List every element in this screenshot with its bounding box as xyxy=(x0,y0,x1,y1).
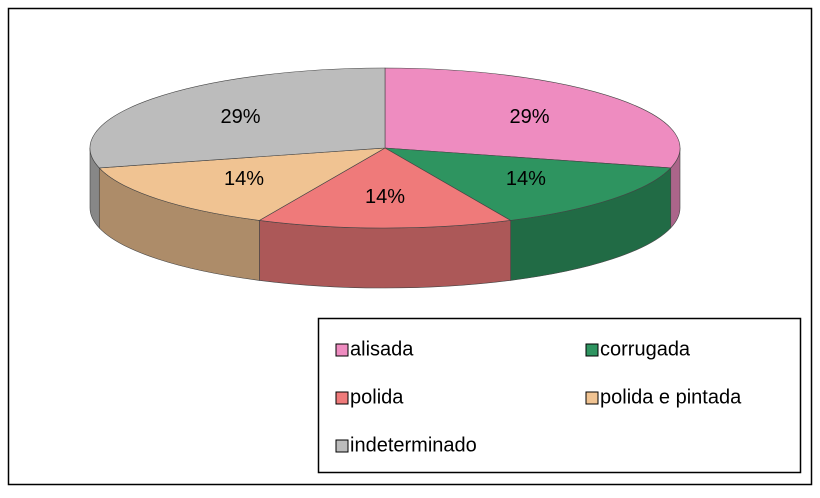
data-label: 29% xyxy=(510,106,550,128)
data-label: 29% xyxy=(220,106,260,128)
legend-label: corrugada xyxy=(600,338,691,360)
pie-slice xyxy=(98,147,386,221)
legend-label: indeterminado xyxy=(350,434,477,456)
legend-label: polida xyxy=(350,386,404,408)
pie-wall xyxy=(259,220,511,289)
legend-label: alisada xyxy=(350,338,414,360)
pie-slice xyxy=(384,67,681,169)
data-label: 14% xyxy=(506,168,546,190)
data-label: 14% xyxy=(365,186,405,208)
pie-slice xyxy=(258,147,512,229)
legend-swatch xyxy=(585,343,599,357)
pie-slice xyxy=(384,147,672,221)
legend-swatch xyxy=(335,391,349,405)
legend-swatch xyxy=(335,343,349,357)
pie-slice xyxy=(89,67,386,169)
legend-label: polida e pintada xyxy=(600,386,742,408)
legend-swatch xyxy=(585,391,599,405)
data-label: 14% xyxy=(224,168,264,190)
legend-swatch xyxy=(335,439,349,453)
legend-box xyxy=(317,317,802,474)
